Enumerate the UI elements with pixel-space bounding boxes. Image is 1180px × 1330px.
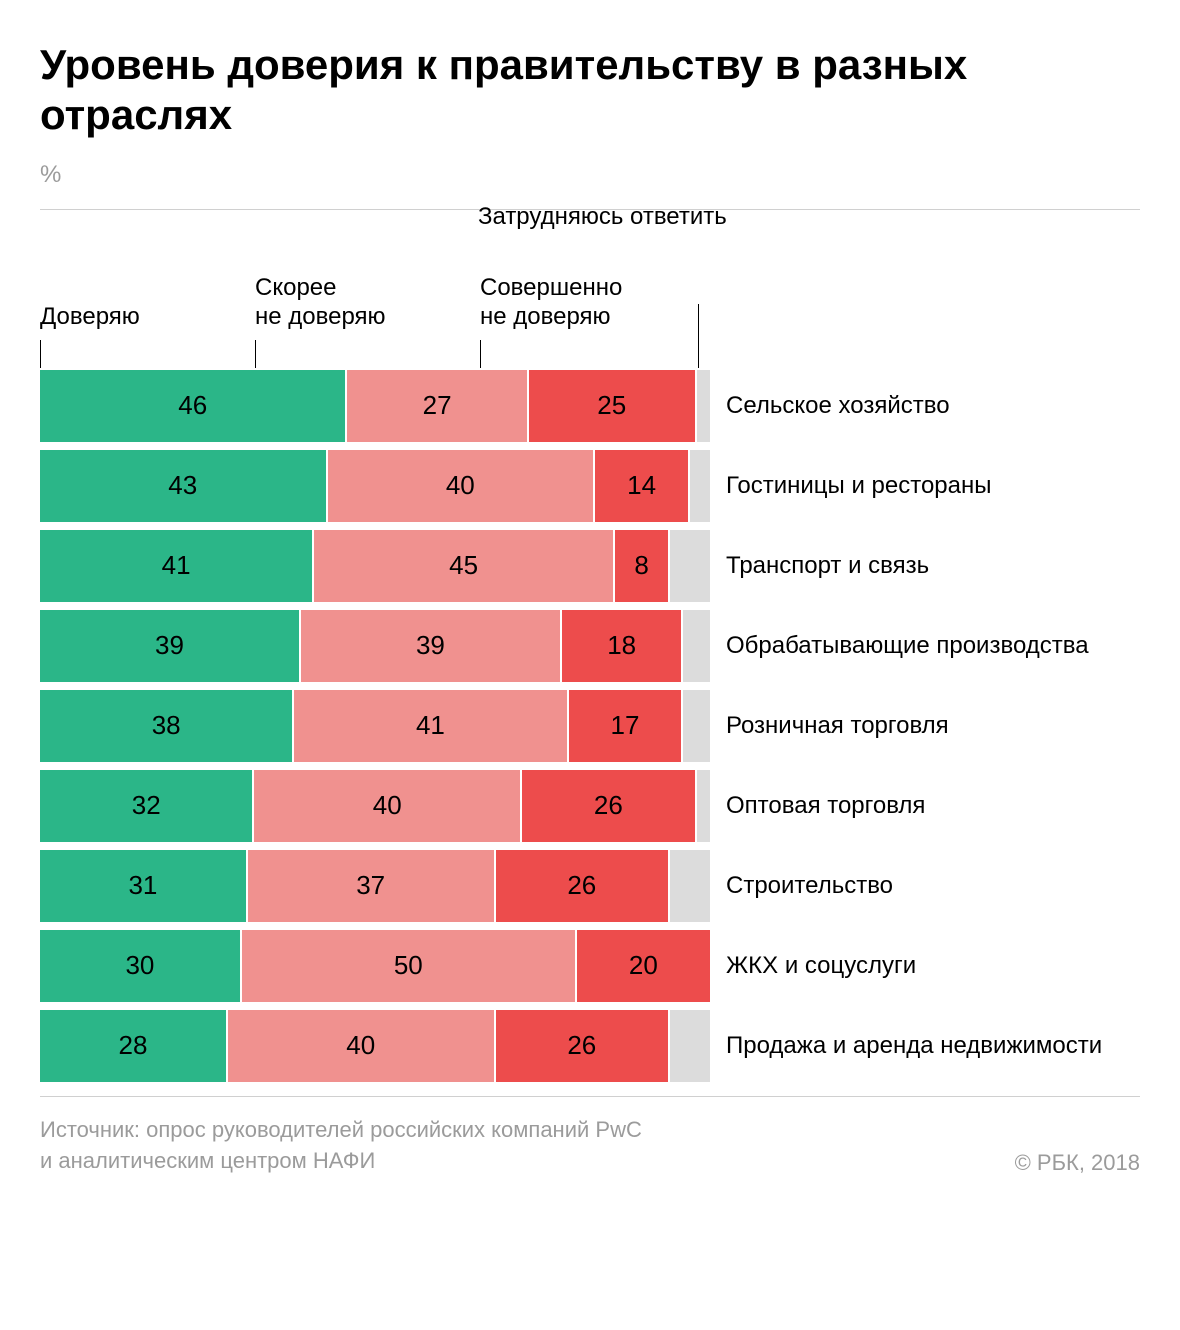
bar-segment-rather_not: 50 xyxy=(242,930,575,1002)
legend-tick-dk xyxy=(698,304,699,368)
legend-label-dk: Затрудняюсь ответить xyxy=(478,203,727,232)
legend-label-rather_not: Скорее не доверяю xyxy=(255,274,386,332)
bar-segment-trust: 38 xyxy=(40,690,292,762)
bar-segment-dk xyxy=(683,610,710,682)
bar-segment-trust: 41 xyxy=(40,530,312,602)
bar-segment-not_at_all: 8 xyxy=(615,530,668,602)
bar-row: 462725Сельское хозяйство xyxy=(40,370,1140,442)
bar-segment-trust: 28 xyxy=(40,1010,226,1082)
row-label: ЖКХ и соцуслуги xyxy=(710,930,1140,1002)
legend-tick-not_at_all xyxy=(480,340,481,368)
bar-area: 384117 xyxy=(40,690,710,762)
bar-area: 324026 xyxy=(40,770,710,842)
chart-area: Доверяю Скорее не доверяю Совершенно не до… xyxy=(40,240,1140,1082)
bar-segment-not_at_all: 17 xyxy=(569,690,682,762)
bar-segment-not_at_all: 18 xyxy=(562,610,682,682)
bar-row: 384117Розничная торговля xyxy=(40,690,1140,762)
bar-segment-rather_not: 41 xyxy=(294,690,566,762)
source-text: Источник: опрос руководителей российских… xyxy=(40,1115,642,1177)
footer: Источник: опрос руководителей российских… xyxy=(40,1115,1140,1177)
bar-segment-not_at_all: 25 xyxy=(529,370,695,442)
bar-segment-not_at_all: 26 xyxy=(522,770,695,842)
row-label: Транспорт и связь xyxy=(710,530,1140,602)
unit-label: % xyxy=(40,161,1140,189)
bar-segment-not_at_all: 14 xyxy=(595,450,688,522)
bar-segment-rather_not: 40 xyxy=(254,770,520,842)
bar-segment-rather_not: 39 xyxy=(301,610,560,682)
bar-segment-dk xyxy=(697,770,710,842)
bar-segment-rather_not: 40 xyxy=(328,450,594,522)
bar-area: 284026 xyxy=(40,1010,710,1082)
bar-area: 393918 xyxy=(40,610,710,682)
bar-row: 434014Гостиницы и рестораны xyxy=(40,450,1140,522)
row-label: Обрабатывающие производства xyxy=(710,610,1140,682)
bar-area: 313726 xyxy=(40,850,710,922)
bar-row: 284026Продажа и аренда недвижимости xyxy=(40,1010,1140,1082)
bar-segment-rather_not: 27 xyxy=(347,370,526,442)
bar-segment-trust: 32 xyxy=(40,770,252,842)
row-label: Строительство xyxy=(710,850,1140,922)
bar-area: 305020 xyxy=(40,930,710,1002)
bar-segment-trust: 31 xyxy=(40,850,246,922)
divider-bottom xyxy=(40,1096,1140,1097)
bar-segment-trust: 43 xyxy=(40,450,326,522)
bar-segment-dk xyxy=(670,850,710,922)
bar-segment-not_at_all: 20 xyxy=(577,930,710,1002)
bar-segment-not_at_all: 26 xyxy=(496,1010,669,1082)
bar-segment-dk xyxy=(670,530,710,602)
chart-title: Уровень доверия к правительству в разных… xyxy=(40,40,1140,141)
bar-area: 462725 xyxy=(40,370,710,442)
legend-tick-trust xyxy=(40,340,41,368)
copyright-text: © РБК, 2018 xyxy=(1015,1150,1140,1176)
bar-area: 41458 xyxy=(40,530,710,602)
bar-row: 41458Транспорт и связь xyxy=(40,530,1140,602)
bar-segment-dk xyxy=(670,1010,710,1082)
bar-segment-trust: 46 xyxy=(40,370,345,442)
bar-segment-dk xyxy=(690,450,710,522)
bar-row: 305020ЖКХ и соцуслуги xyxy=(40,930,1140,1002)
bar-segment-not_at_all: 26 xyxy=(496,850,669,922)
row-label: Продажа и аренда недвижимости xyxy=(710,1010,1140,1082)
legend-label-not_at_all: Совершенно не доверяю xyxy=(480,274,622,332)
legend-label-trust: Доверяю xyxy=(40,303,140,332)
bar-segment-rather_not: 45 xyxy=(314,530,613,602)
legend-tick-rather_not xyxy=(255,340,256,368)
bar-segment-dk xyxy=(697,370,710,442)
bar-segment-rather_not: 40 xyxy=(228,1010,494,1082)
row-label: Розничная торговля xyxy=(710,690,1140,762)
row-label: Сельское хозяйство xyxy=(710,370,1140,442)
bar-row: 393918Обрабатывающие производства xyxy=(40,610,1140,682)
bar-area: 434014 xyxy=(40,450,710,522)
bar-segment-dk xyxy=(683,690,710,762)
legend-area: Доверяю Скорее не доверяю Совершенно не до… xyxy=(40,240,710,370)
row-label: Оптовая торговля xyxy=(710,770,1140,842)
bar-row: 313726Строительство xyxy=(40,850,1140,922)
bar-row: 324026Оптовая торговля xyxy=(40,770,1140,842)
row-label: Гостиницы и рестораны xyxy=(710,450,1140,522)
bar-segment-trust: 30 xyxy=(40,930,240,1002)
stacked-bar-rows: 462725Сельское хозяйство434014Гостиницы … xyxy=(40,370,1140,1082)
bar-segment-rather_not: 37 xyxy=(248,850,494,922)
bar-segment-trust: 39 xyxy=(40,610,299,682)
